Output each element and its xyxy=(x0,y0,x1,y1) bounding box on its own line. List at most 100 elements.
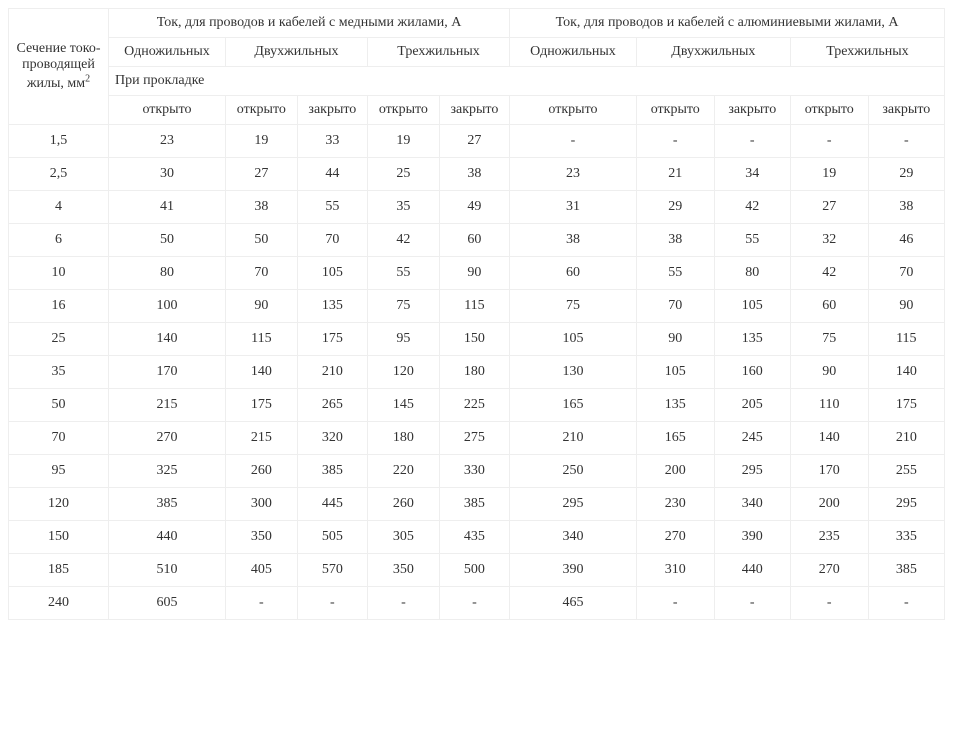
section-cell: 95 xyxy=(9,455,109,488)
data-cell: 215 xyxy=(225,422,297,455)
table-row: 70270215320180275210165245140210 xyxy=(9,422,945,455)
header-al2-open: открыто xyxy=(636,96,714,125)
section-cell: 10 xyxy=(9,257,109,290)
table-row: 25140115175951501059013575115 xyxy=(9,323,945,356)
data-cell: 105 xyxy=(714,290,790,323)
data-cell: 110 xyxy=(790,389,868,422)
data-cell: 70 xyxy=(868,257,944,290)
table-row: 2,530274425382321341929 xyxy=(9,158,945,191)
data-cell: 210 xyxy=(297,356,367,389)
data-cell: 60 xyxy=(439,224,509,257)
data-cell: 270 xyxy=(790,554,868,587)
table-row: 1,52319331927----- xyxy=(9,125,945,158)
header-section: Сечение токо-проводящей жилы, мм2 xyxy=(9,9,109,125)
table-row: 441385535493129422738 xyxy=(9,191,945,224)
data-cell: 570 xyxy=(297,554,367,587)
data-cell: 140 xyxy=(868,356,944,389)
data-cell: 405 xyxy=(225,554,297,587)
data-cell: 42 xyxy=(714,191,790,224)
data-cell: 180 xyxy=(368,422,440,455)
table-row: 3517014021012018013010516090140 xyxy=(9,356,945,389)
data-cell: 200 xyxy=(636,455,714,488)
header-cu2-open: открыто xyxy=(225,96,297,125)
table-row: 240605----465---- xyxy=(9,587,945,620)
data-cell: 34 xyxy=(714,158,790,191)
data-cell: 50 xyxy=(109,224,226,257)
data-cell: 445 xyxy=(297,488,367,521)
data-cell: 260 xyxy=(368,488,440,521)
header-cu3-open: открыто xyxy=(368,96,440,125)
data-cell: 175 xyxy=(225,389,297,422)
data-cell: 325 xyxy=(109,455,226,488)
header-cu-three: Трехжильных xyxy=(368,38,510,67)
data-cell: 21 xyxy=(636,158,714,191)
data-cell: 38 xyxy=(439,158,509,191)
table-row: 650507042603838553246 xyxy=(9,224,945,257)
data-cell: 135 xyxy=(714,323,790,356)
data-cell: 44 xyxy=(297,158,367,191)
data-cell: 385 xyxy=(297,455,367,488)
header-cu3-closed: закрыто xyxy=(439,96,509,125)
data-cell: 350 xyxy=(225,521,297,554)
section-cell: 4 xyxy=(9,191,109,224)
data-cell: 165 xyxy=(636,422,714,455)
data-cell: 295 xyxy=(868,488,944,521)
data-cell: 55 xyxy=(297,191,367,224)
data-cell: 60 xyxy=(790,290,868,323)
data-cell: 42 xyxy=(790,257,868,290)
data-cell: 350 xyxy=(368,554,440,587)
data-cell: 255 xyxy=(868,455,944,488)
data-cell: 140 xyxy=(225,356,297,389)
data-cell: - xyxy=(714,125,790,158)
section-cell: 2,5 xyxy=(9,158,109,191)
header-al1-open: открыто xyxy=(510,96,637,125)
data-cell: 335 xyxy=(868,521,944,554)
data-cell: 90 xyxy=(439,257,509,290)
data-cell: 70 xyxy=(225,257,297,290)
data-cell: 27 xyxy=(439,125,509,158)
data-cell: 245 xyxy=(714,422,790,455)
data-cell: 210 xyxy=(868,422,944,455)
data-cell: 23 xyxy=(510,158,637,191)
data-cell: 50 xyxy=(225,224,297,257)
data-cell: - xyxy=(636,587,714,620)
data-cell: 160 xyxy=(714,356,790,389)
data-cell: 140 xyxy=(790,422,868,455)
section-cell: 35 xyxy=(9,356,109,389)
data-cell: 465 xyxy=(510,587,637,620)
data-cell: 340 xyxy=(714,488,790,521)
data-cell: 300 xyxy=(225,488,297,521)
data-cell: 205 xyxy=(714,389,790,422)
header-installation: При прокладке xyxy=(109,67,945,96)
header-cu-two: Двухжильных xyxy=(225,38,367,67)
data-cell: 165 xyxy=(510,389,637,422)
data-cell: 225 xyxy=(439,389,509,422)
data-cell: 510 xyxy=(109,554,226,587)
data-cell: 75 xyxy=(790,323,868,356)
data-cell: 440 xyxy=(714,554,790,587)
section-cell: 185 xyxy=(9,554,109,587)
table-row: 10807010555906055804270 xyxy=(9,257,945,290)
data-cell: 135 xyxy=(636,389,714,422)
data-cell: 115 xyxy=(868,323,944,356)
data-cell: 390 xyxy=(714,521,790,554)
header-cu-single: Одножильных xyxy=(109,38,226,67)
data-cell: 33 xyxy=(297,125,367,158)
data-cell: 260 xyxy=(225,455,297,488)
data-cell: - xyxy=(510,125,637,158)
data-cell: 115 xyxy=(225,323,297,356)
data-cell: 90 xyxy=(790,356,868,389)
data-cell: 90 xyxy=(636,323,714,356)
data-cell: 175 xyxy=(868,389,944,422)
data-cell: 75 xyxy=(510,290,637,323)
data-cell: - xyxy=(636,125,714,158)
data-cell: 230 xyxy=(636,488,714,521)
data-cell: 95 xyxy=(368,323,440,356)
data-cell: 200 xyxy=(790,488,868,521)
table-row: 120385300445260385295230340200295 xyxy=(9,488,945,521)
data-cell: 440 xyxy=(109,521,226,554)
data-cell: 60 xyxy=(510,257,637,290)
data-cell: 505 xyxy=(297,521,367,554)
data-cell: 605 xyxy=(109,587,226,620)
section-cell: 50 xyxy=(9,389,109,422)
